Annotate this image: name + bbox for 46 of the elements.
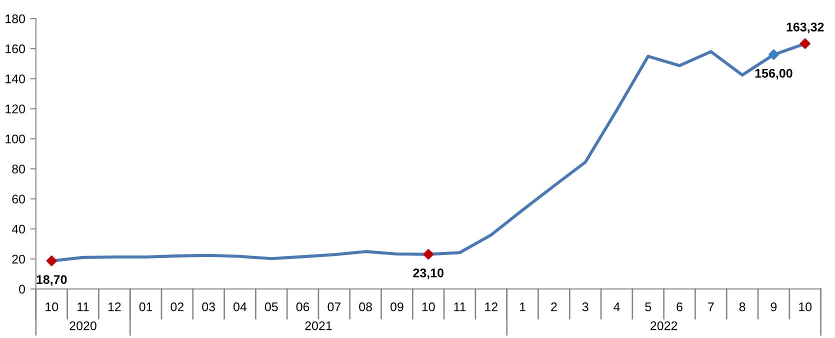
y-tick-label: 80 xyxy=(12,164,25,174)
x-tick-label: 04 xyxy=(234,302,247,312)
x-tick-label: 12 xyxy=(108,302,121,312)
x-tick-label: 10 xyxy=(799,302,812,312)
x-tick-label: 07 xyxy=(328,302,340,312)
data-label: 156,00 xyxy=(755,68,792,80)
x-tick-label: 7 xyxy=(708,302,714,312)
y-tick-label: 20 xyxy=(12,254,25,264)
y-tick-label: 120 xyxy=(6,104,25,114)
y-tick-label: 0 xyxy=(19,284,25,294)
data-label: 23,10 xyxy=(413,268,444,280)
y-tick-label: 60 xyxy=(12,194,25,204)
x-tick-label: 06 xyxy=(296,302,310,312)
data-label: 18,70 xyxy=(36,275,67,286)
x-tick-label: 12 xyxy=(485,302,498,312)
x-tick-label: 09 xyxy=(390,302,404,312)
x-tick-label: 03 xyxy=(202,302,215,312)
y-tick-label: 140 xyxy=(6,74,25,84)
x-tick-label: 08 xyxy=(359,302,372,312)
x-tick-label: 05 xyxy=(264,302,278,312)
x-tick-label: 6 xyxy=(676,302,682,312)
data-label: 163,32 xyxy=(786,22,824,34)
x-tick-label: 10 xyxy=(422,302,435,312)
x-tick-label: 1 xyxy=(520,302,526,312)
x-tick-label: 10 xyxy=(46,302,58,312)
text: 2021 xyxy=(305,321,332,330)
x-tick-label: 3 xyxy=(582,302,588,312)
y-tick-label: 180 xyxy=(6,14,25,24)
x-tick-label: 5 xyxy=(645,302,652,312)
y-tick-label: 100 xyxy=(6,134,25,144)
point xyxy=(800,38,810,49)
point xyxy=(46,256,57,266)
point xyxy=(423,248,434,260)
x-tick-label: 2 xyxy=(551,302,557,312)
x-tick-label: 01 xyxy=(139,302,152,312)
y-tick-label: 40 xyxy=(12,224,25,234)
x-tick-label: 8 xyxy=(739,302,746,312)
x-tick-label: 9 xyxy=(770,302,777,312)
point xyxy=(768,49,780,60)
x-tick-label: 11 xyxy=(77,302,89,312)
x-tick-label: 11 xyxy=(454,302,466,312)
x-tick-label: 4 xyxy=(614,302,620,312)
y-tick-label: 160 xyxy=(6,44,25,54)
text: 2020 xyxy=(70,321,96,330)
text: 2022 xyxy=(650,321,678,330)
x-tick-label: 02 xyxy=(170,302,184,312)
